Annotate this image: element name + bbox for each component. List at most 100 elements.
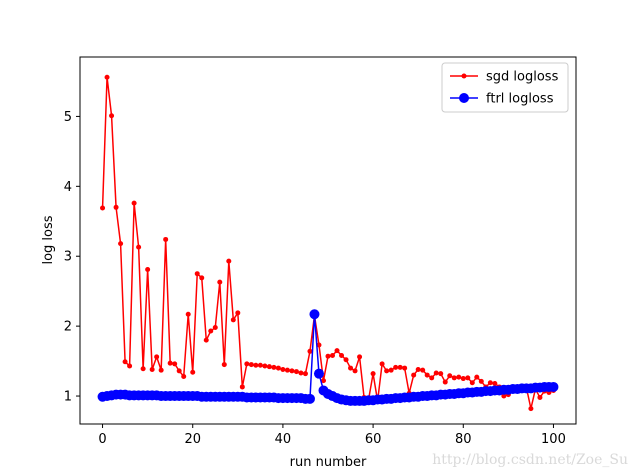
data-point-sgd (302, 371, 308, 377)
data-point-sgd (393, 364, 399, 370)
y-tick-label: 2 (64, 320, 72, 335)
x-axis: 0 20 40 60 80 100 (98, 424, 566, 447)
data-point-sgd (307, 348, 313, 354)
data-point-sgd (149, 366, 155, 372)
data-point-sgd (118, 241, 124, 247)
data-point-sgd (343, 357, 349, 363)
data-point-sgd (239, 384, 245, 390)
y-axis: 1 2 3 4 5 (64, 110, 80, 405)
data-point-sgd (415, 366, 421, 372)
legend-marker-sgd (461, 73, 467, 79)
data-point-sgd (433, 370, 439, 376)
watermark-text: http://blog.csdn.net/Zoe_Su (432, 452, 628, 468)
data-point-sgd (537, 394, 543, 400)
data-point-sgd (352, 368, 358, 374)
data-point-sgd (163, 236, 169, 242)
data-point-sgd (456, 374, 462, 380)
data-point-sgd (176, 368, 182, 374)
data-point-sgd (447, 373, 453, 379)
data-point-sgd (469, 380, 475, 386)
data-point-sgd (320, 378, 326, 384)
data-point-sgd (271, 364, 277, 370)
data-point-sgd (136, 244, 142, 250)
data-point-ftrl (313, 368, 324, 379)
data-point-sgd (253, 362, 259, 368)
data-point-sgd (185, 311, 191, 317)
data-point-sgd (127, 363, 133, 369)
data-point-sgd (442, 379, 448, 385)
data-point-sgd (438, 371, 444, 377)
data-point-sgd (208, 328, 214, 334)
x-tick-label: 80 (455, 432, 472, 447)
data-point-sgd (492, 380, 498, 386)
data-point-sgd (420, 367, 426, 373)
data-point-sgd (280, 366, 286, 372)
data-point-sgd (154, 354, 160, 360)
data-point-sgd (109, 113, 115, 119)
data-point-sgd (478, 378, 484, 384)
data-point-sgd (145, 267, 151, 273)
data-point-sgd (217, 279, 223, 285)
data-point-sgd (357, 354, 363, 360)
x-tick-label: 0 (98, 432, 106, 447)
y-tick-label: 4 (64, 180, 72, 195)
data-point-sgd (262, 363, 268, 369)
legend-label-sgd: sgd logloss (486, 70, 559, 85)
plot-frame (79, 56, 577, 425)
data-point-sgd (167, 360, 173, 366)
data-point-sgd (235, 310, 241, 316)
data-point-sgd (203, 337, 209, 343)
y-axis-label: log loss (41, 215, 56, 264)
data-point-sgd (275, 365, 281, 371)
data-point-sgd (131, 200, 137, 206)
data-point-sgd (172, 361, 178, 367)
data-point-sgd (334, 348, 340, 354)
data-point-sgd (158, 367, 164, 373)
data-point-ftrl (304, 393, 315, 404)
data-point-sgd (289, 368, 295, 374)
data-point-sgd (140, 366, 146, 372)
y-tick-label: 5 (64, 110, 72, 125)
data-point-sgd (298, 370, 304, 376)
data-point-sgd (266, 364, 272, 370)
data-point-sgd (528, 406, 534, 412)
data-point-sgd (284, 367, 290, 373)
data-point-sgd (379, 361, 385, 367)
data-point-sgd (348, 365, 354, 371)
data-point-sgd (104, 74, 110, 80)
x-tick-label: 60 (365, 432, 382, 447)
data-point-sgd (244, 361, 250, 367)
data-point-sgd (122, 359, 128, 365)
data-point-sgd (384, 368, 390, 374)
data-point-sgd (411, 372, 417, 378)
data-point-sgd (325, 353, 331, 359)
data-point-sgd (181, 373, 187, 379)
x-tick-label: 20 (184, 432, 201, 447)
data-point-sgd (501, 393, 507, 399)
y-tick-label: 1 (64, 390, 72, 405)
data-point-sgd (248, 362, 254, 368)
data-point-sgd (330, 352, 336, 358)
data-point-sgd (221, 362, 227, 368)
data-point-sgd (474, 374, 480, 380)
data-point-ftrl (309, 309, 320, 320)
legend-marker-ftrl (459, 93, 469, 103)
data-point-sgd (293, 369, 299, 375)
x-axis-label: run number (290, 455, 367, 470)
data-point-sgd (199, 275, 205, 281)
series-layer (97, 74, 559, 412)
data-point-sgd (230, 317, 236, 323)
data-point-sgd (465, 375, 471, 381)
data-point-sgd (460, 376, 466, 382)
data-point-ftrl (548, 381, 559, 392)
data-point-sgd (113, 204, 119, 210)
data-point-sgd (424, 372, 430, 378)
data-point-sgd (316, 342, 322, 348)
data-point-sgd (339, 352, 345, 358)
data-point-sgd (212, 325, 218, 331)
data-point-sgd (190, 369, 196, 375)
x-tick-label: 40 (275, 432, 292, 447)
legend-label-ftrl: ftrl logloss (486, 92, 554, 107)
data-point-sgd (451, 375, 457, 381)
